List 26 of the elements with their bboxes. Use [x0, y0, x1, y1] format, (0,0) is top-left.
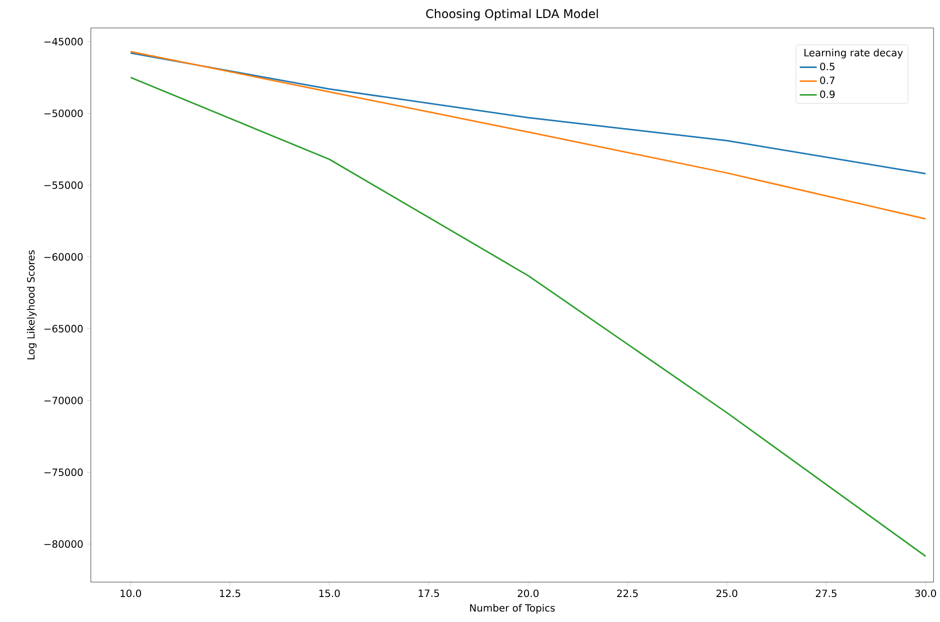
y-axis-title: Log Likelyhood Scores [26, 250, 37, 360]
y-tick-label: −75000 [44, 468, 83, 476]
y-tick-label: −55000 [44, 181, 83, 189]
x-axis-title: Number of Topics [470, 604, 555, 614]
y-tick-label: −70000 [44, 396, 83, 404]
x-tick-label: 30.0 [915, 590, 936, 598]
chart-title: Choosing Optimal LDA Model [426, 8, 598, 20]
x-tick-label: 20.0 [518, 590, 539, 598]
line-series [130, 76, 926, 557]
x-tick-label: 10.0 [120, 590, 142, 598]
legend-label: 0.7 [820, 76, 834, 84]
y-tick-label: −80000 [44, 540, 83, 548]
x-tick-label: 17.5 [418, 590, 439, 597]
legend-title: Learning rate decay [804, 48, 903, 58]
legend-label: 0.5 [820, 62, 834, 70]
line-series [130, 50, 926, 220]
x-tick-label: 15.0 [319, 590, 340, 598]
y-tick-label: −50000 [44, 110, 83, 118]
x-tick-label: 25.0 [716, 590, 738, 598]
legend-label: 0.9 [820, 90, 835, 98]
x-tick-label: 12.5 [220, 590, 240, 598]
x-tick-label: 27.5 [816, 590, 836, 598]
y-tick-label: −45000 [44, 38, 83, 46]
x-tick-label: 22.5 [617, 590, 638, 598]
y-tick-label: −65000 [44, 324, 83, 332]
y-tick-label: −60000 [44, 253, 83, 261]
